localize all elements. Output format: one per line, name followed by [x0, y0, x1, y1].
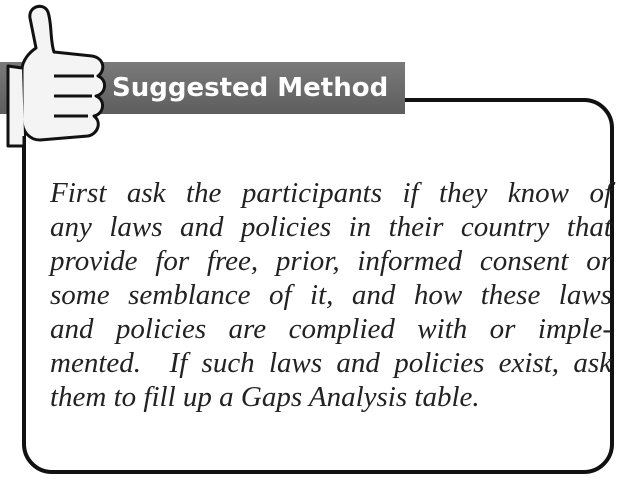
- body-line: provide for free, prior, informed consen…: [50, 244, 612, 278]
- body-line: mented. If such laws and policies exist,…: [50, 346, 612, 380]
- page: Suggested Method First ask the participa…: [0, 0, 620, 483]
- header-title: Suggested Method: [112, 62, 388, 114]
- body-line: them to fill up a Gaps Analysis table.: [50, 380, 612, 414]
- body-line: any laws and policies in their country t…: [50, 210, 612, 244]
- body-text: First ask the participants if they know …: [50, 176, 612, 414]
- thumbs-up-icon: [0, 0, 120, 165]
- body-line: and policies are complied with or imple-: [50, 312, 612, 346]
- body-line: First ask the participants if they know …: [50, 176, 612, 210]
- body-line: some semblance of it, and how these laws: [50, 278, 612, 312]
